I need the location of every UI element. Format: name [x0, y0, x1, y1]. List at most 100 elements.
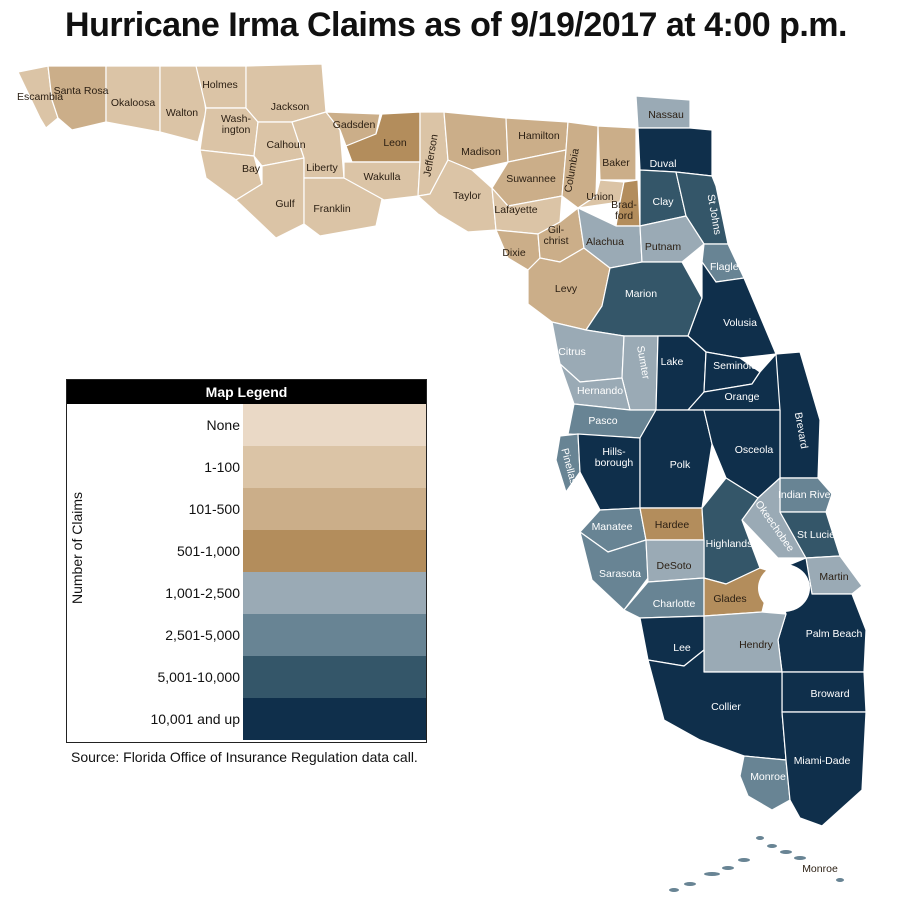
county-label: Dixie: [502, 247, 525, 259]
county-label: Okaloosa: [111, 97, 156, 109]
county-label: Pasco: [588, 415, 617, 427]
county-label: Clay: [652, 196, 674, 208]
legend-label: 10,001 and up: [150, 711, 240, 727]
legend-swatch: [243, 488, 426, 530]
source-note: Source: Florida Office of Insurance Regu…: [71, 749, 418, 765]
county-label: Walton: [166, 107, 198, 119]
legend-swatch: [243, 404, 426, 446]
county-label: Hills-borough: [595, 446, 634, 469]
county-label: Gil-christ: [543, 224, 568, 247]
county-label: Baker: [602, 157, 630, 169]
keys-island-shape: [684, 882, 696, 886]
legend-label: 101-500: [188, 501, 240, 517]
county-brad-ford: [615, 179, 641, 227]
county-label: Volusia: [723, 317, 757, 329]
county-label: Broward: [810, 688, 849, 700]
legend-row: 1,001-2,500: [67, 572, 426, 614]
county-label: Hendry: [739, 639, 774, 651]
county-label: Collier: [711, 701, 741, 713]
county-label: Suwannee: [506, 173, 556, 185]
county-label: Brad-ford: [611, 199, 637, 222]
legend-label: 501-1,000: [176, 543, 240, 559]
county-highlands: [701, 477, 761, 585]
county-label: Indian River: [778, 489, 835, 501]
county-label: Santa Rosa: [54, 85, 109, 97]
county-label: Madison: [461, 146, 501, 158]
county-label: St Lucie: [797, 529, 835, 541]
county-label: Liberty: [306, 162, 338, 174]
county-walton: [159, 65, 207, 143]
county-label: Monroe: [750, 771, 786, 783]
legend-row: 101-500: [67, 488, 426, 530]
county-label: Palm Beach: [806, 628, 863, 640]
county-label: DeSoto: [656, 560, 691, 572]
county-label: Martin: [819, 571, 848, 583]
county-wakulla: [343, 161, 421, 201]
county-label: Taylor: [453, 190, 482, 202]
keys-island-shape: [722, 866, 734, 870]
county-monroe: [739, 755, 791, 811]
keys-island-shape: [669, 888, 679, 892]
county-label: Holmes: [202, 79, 238, 91]
county-label: Bay: [242, 163, 261, 175]
legend-label: 5,001-10,000: [157, 669, 240, 685]
county-label: Flagler: [710, 261, 743, 273]
county-label: Hernando: [577, 385, 623, 397]
county-label: Putnam: [645, 241, 681, 253]
county-label: Citrus: [558, 346, 585, 358]
county-label: Levy: [555, 283, 578, 295]
county-label: Lafayette: [494, 204, 537, 216]
county-label: Seminole: [713, 360, 757, 372]
county-label: Osceola: [735, 444, 774, 456]
legend-row: None: [67, 404, 426, 446]
legend-swatch: [243, 656, 426, 698]
map-legend: Map Legend Number of Claims None 1-100 101…: [66, 379, 427, 743]
legend-row: 10,001 and up: [67, 698, 426, 740]
county-baker: [597, 125, 637, 181]
county-label: Lee: [673, 642, 691, 654]
legend-swatch: [243, 614, 426, 656]
county-label: Gulf: [275, 198, 294, 210]
county-label: Sarasota: [599, 568, 641, 580]
county-label: Escambia: [17, 91, 63, 103]
legend-swatch: [243, 572, 426, 614]
county-label: Hardee: [655, 519, 690, 531]
legend-row: 501-1,000: [67, 530, 426, 572]
county-label: Alachua: [586, 236, 624, 248]
county-hernando: [559, 363, 631, 411]
county-label: Manatee: [592, 521, 633, 533]
county-label: Hamilton: [518, 130, 560, 142]
keys-island-shape: [836, 878, 844, 882]
county-label: Nassau: [648, 109, 684, 121]
legend-swatch: [243, 698, 426, 740]
county-label: Highlands: [706, 538, 753, 550]
county-jackson: [245, 63, 327, 123]
county-label: Wakulla: [364, 171, 401, 183]
legend-row: 5,001-10,000: [67, 656, 426, 698]
keys-island-shape: [767, 844, 777, 848]
county-madison: [443, 111, 509, 171]
county-union: [577, 179, 625, 209]
keys-island-shape: [704, 872, 720, 876]
county-label: Glades: [713, 593, 746, 605]
legend-row: 2,501-5,000: [67, 614, 426, 656]
county-label: Lake: [661, 356, 684, 368]
keys-island-shape: [780, 850, 792, 854]
county-label: Calhoun: [266, 139, 305, 151]
keys-island-shape: [738, 858, 750, 862]
keys-island-shape: [794, 856, 806, 860]
legend-swatch: [243, 530, 426, 572]
county-pinellas: [555, 433, 581, 493]
county-label: Wash-ington: [221, 113, 251, 136]
county-label: Charlotte: [653, 598, 696, 610]
county-label: Union: [586, 191, 614, 203]
county-label: Polk: [670, 459, 691, 471]
legend-label: 1-100: [204, 459, 240, 475]
county-label: Monroe: [802, 863, 838, 875]
county-label: Sumter: [634, 345, 652, 381]
legend-swatch: [243, 446, 426, 488]
legend-title: Map Legend: [67, 380, 426, 404]
county-label: Duval: [650, 158, 677, 170]
county-label: Leon: [383, 137, 407, 149]
